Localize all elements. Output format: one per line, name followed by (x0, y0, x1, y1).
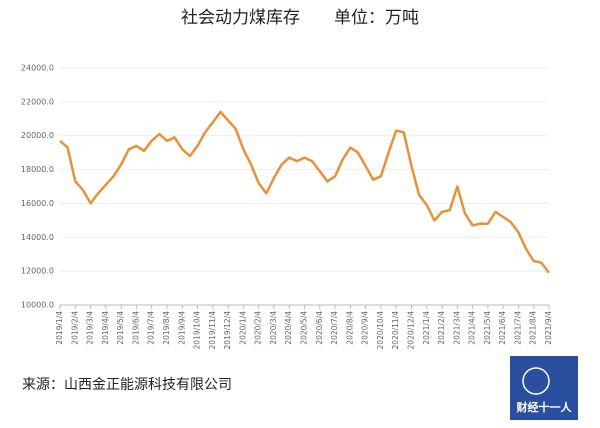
x-tick-label: 2021/5/4 (483, 311, 492, 345)
x-tick-label: 2021/9/4 (544, 311, 553, 345)
data-line (59, 110, 550, 274)
x-tick-label: 2020/11/4 (391, 311, 400, 350)
x-tick-label: 2020/1/4 (238, 311, 247, 345)
x-tick-label: 2021/1/4 (422, 311, 431, 345)
x-tick-label: 2020/7/4 (330, 311, 339, 345)
x-tick-label: 2019/5/4 (116, 311, 125, 345)
y-tick-label: 10000.0 (21, 301, 54, 310)
chart-title: 社会动力煤库存 单位：万吨 (181, 8, 419, 28)
x-tick-label: 2021/7/4 (513, 311, 522, 345)
x-tick-label: 2020/6/4 (315, 311, 324, 345)
x-tick-label: 2019/12/4 (223, 311, 232, 350)
x-tick-label: 2021/4/4 (468, 311, 477, 345)
x-tick-label: 2021/6/4 (498, 311, 507, 345)
x-tick-label: 2019/2/4 (70, 311, 79, 345)
x-tick-label: 2019/9/4 (177, 311, 186, 345)
x-tick-label: 2021/8/4 (529, 311, 538, 345)
y-tick-label: 12000.0 (21, 267, 54, 276)
x-tick-label: 2019/7/4 (147, 311, 156, 345)
logo-text: 财经十一人 (516, 400, 573, 414)
x-tick-label: 2019/4/4 (101, 311, 110, 345)
x-tick-label: 2019/1/4 (55, 311, 64, 345)
x-tick-label: 2019/11/4 (208, 311, 217, 350)
x-tick-label: 2020/8/4 (345, 311, 354, 345)
y-tick-label: 18000.0 (21, 165, 54, 174)
x-tick-label: 2020/9/4 (361, 311, 370, 345)
source-note: 来源：山西金正能源科技有限公司 (22, 377, 232, 393)
x-tick-label: 2021/3/4 (452, 311, 461, 345)
x-tick-label: 2020/4/4 (284, 311, 293, 345)
x-tick-label: 2020/12/4 (406, 311, 415, 350)
y-tick-label: 24000.0 (21, 64, 54, 73)
x-tick-label: 2021/2/4 (437, 311, 446, 345)
y-tick-label: 20000.0 (21, 131, 54, 140)
y-tick-label: 14000.0 (21, 233, 54, 242)
x-tick-label: 2020/3/4 (269, 311, 278, 345)
x-tick-label: 2019/6/4 (131, 311, 140, 345)
x-tick-label: 2020/10/4 (376, 311, 385, 350)
x-tick-label: 2020/2/4 (254, 311, 263, 345)
x-tick-label: 2019/3/4 (86, 311, 95, 345)
y-tick-label: 22000.0 (21, 97, 54, 106)
x-tick-label: 2019/10/4 (193, 311, 202, 350)
x-tick-label: 2020/5/4 (300, 311, 309, 345)
logo-box (510, 356, 578, 420)
logo-globe (522, 367, 550, 395)
y-tick-label: 16000.0 (21, 199, 54, 208)
x-tick-label: 2019/8/4 (162, 311, 171, 345)
